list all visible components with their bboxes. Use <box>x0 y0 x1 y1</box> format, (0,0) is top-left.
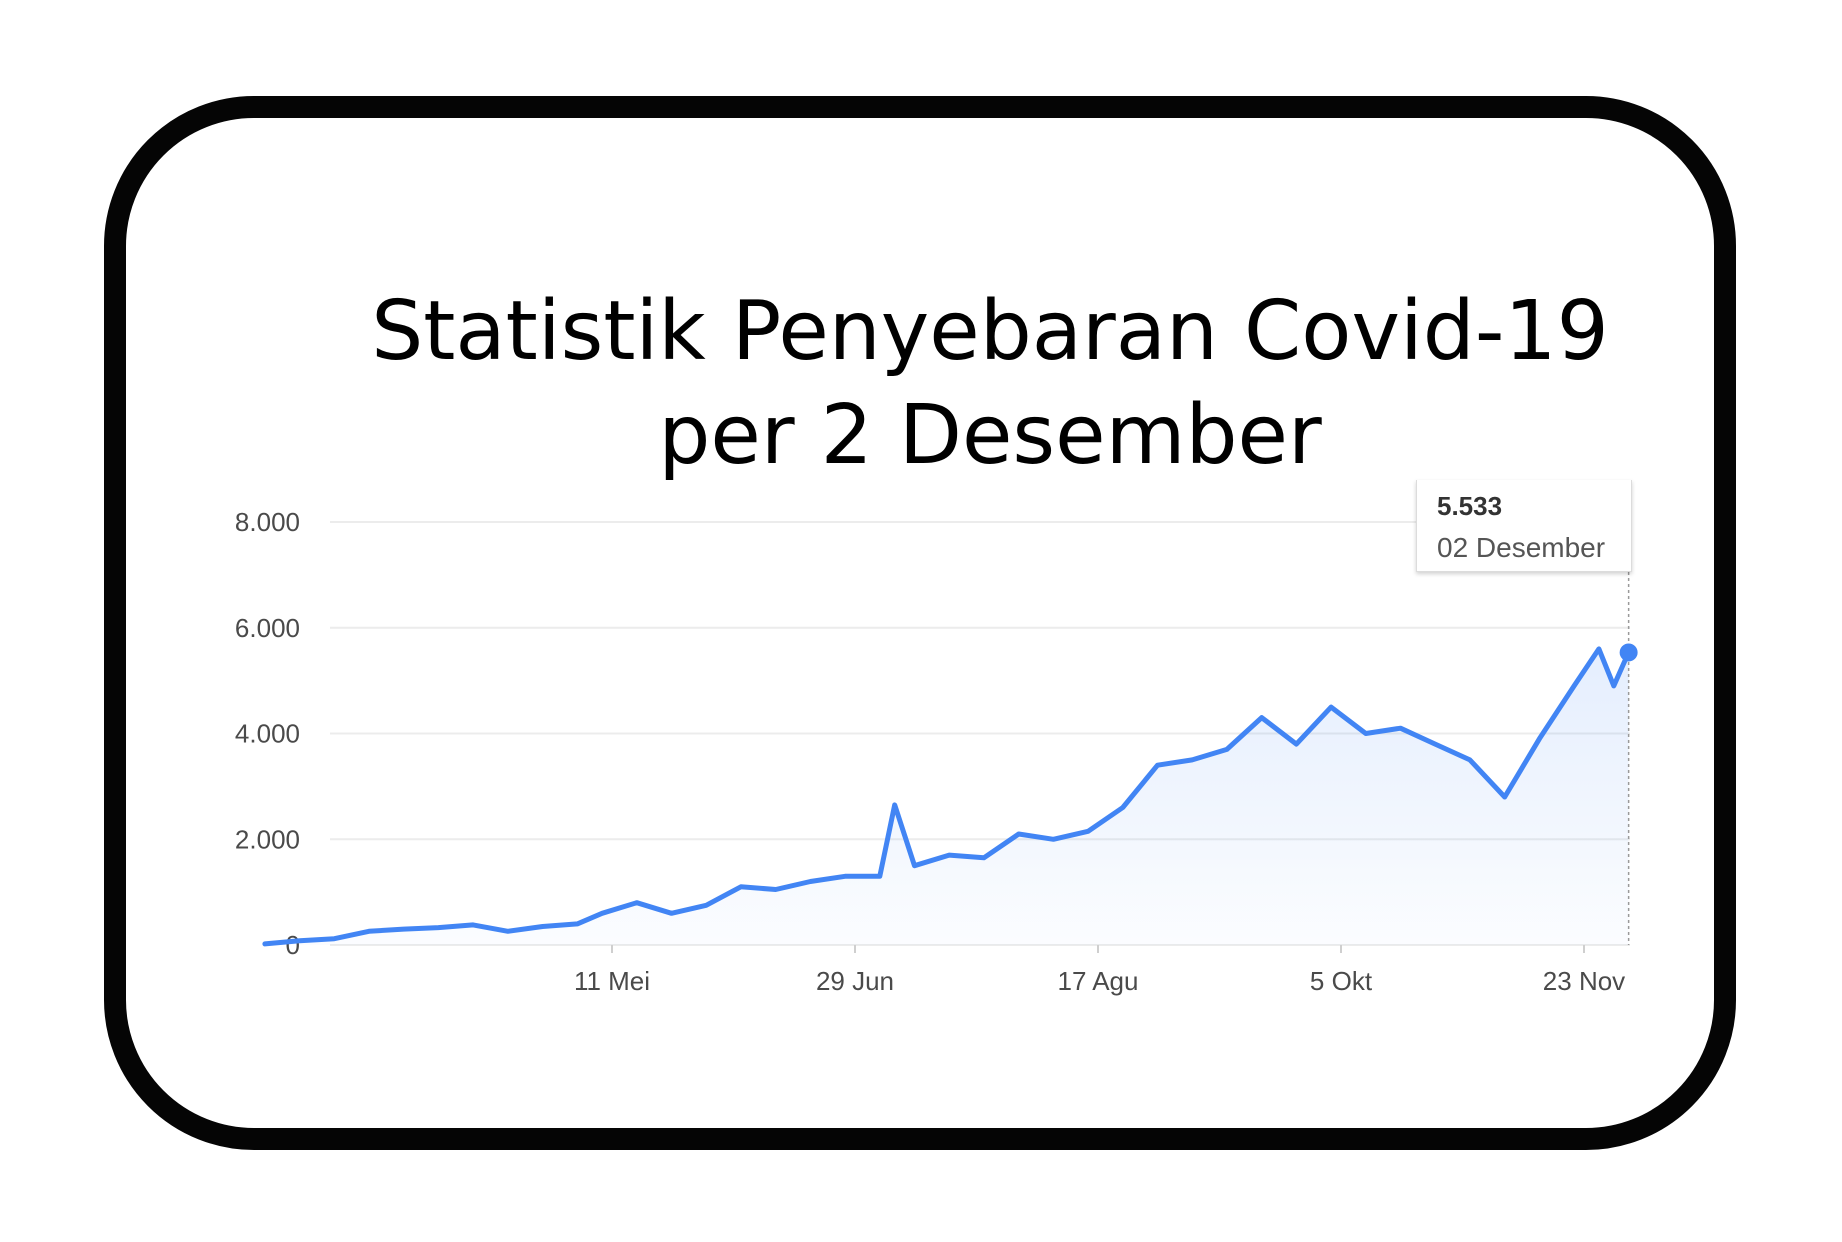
tooltip-date: 02 Desember <box>1437 532 1606 563</box>
tooltip-value: 5.533 <box>1437 491 1503 521</box>
x-tick-label: 29 Jun <box>816 966 894 996</box>
y-tick-label: 6.000 <box>235 613 300 643</box>
series-layer <box>262 482 1638 947</box>
tooltip: 5.533 02 Desember <box>1416 480 1632 572</box>
highlight-point[interactable] <box>1619 643 1638 662</box>
x-tick-label: 17 Agu <box>1058 966 1139 996</box>
x-tick-label: 23 Nov <box>1543 966 1625 996</box>
series-line <box>262 646 1632 947</box>
y-tick-label: 4.000 <box>235 719 300 749</box>
y-tick-label: 8.000 <box>235 507 300 537</box>
x-axis-ticks: 11 Mei 29 Jun 17 Agu 5 Okt 23 Nov <box>574 945 1625 996</box>
title-line-1: Statistik Penyebaran Covid-19 <box>371 284 1609 379</box>
series-area <box>264 648 1629 945</box>
rounded-frame <box>104 96 1736 1150</box>
x-tick-label: 5 Okt <box>1310 966 1373 996</box>
y-tick-label: 2.000 <box>235 824 300 854</box>
page-title: Statistik Penyebaran Covid-19 per 2 Dese… <box>200 280 1780 488</box>
x-tick-label: 11 Mei <box>574 966 650 996</box>
title-line-2: per 2 Desember <box>658 388 1322 483</box>
